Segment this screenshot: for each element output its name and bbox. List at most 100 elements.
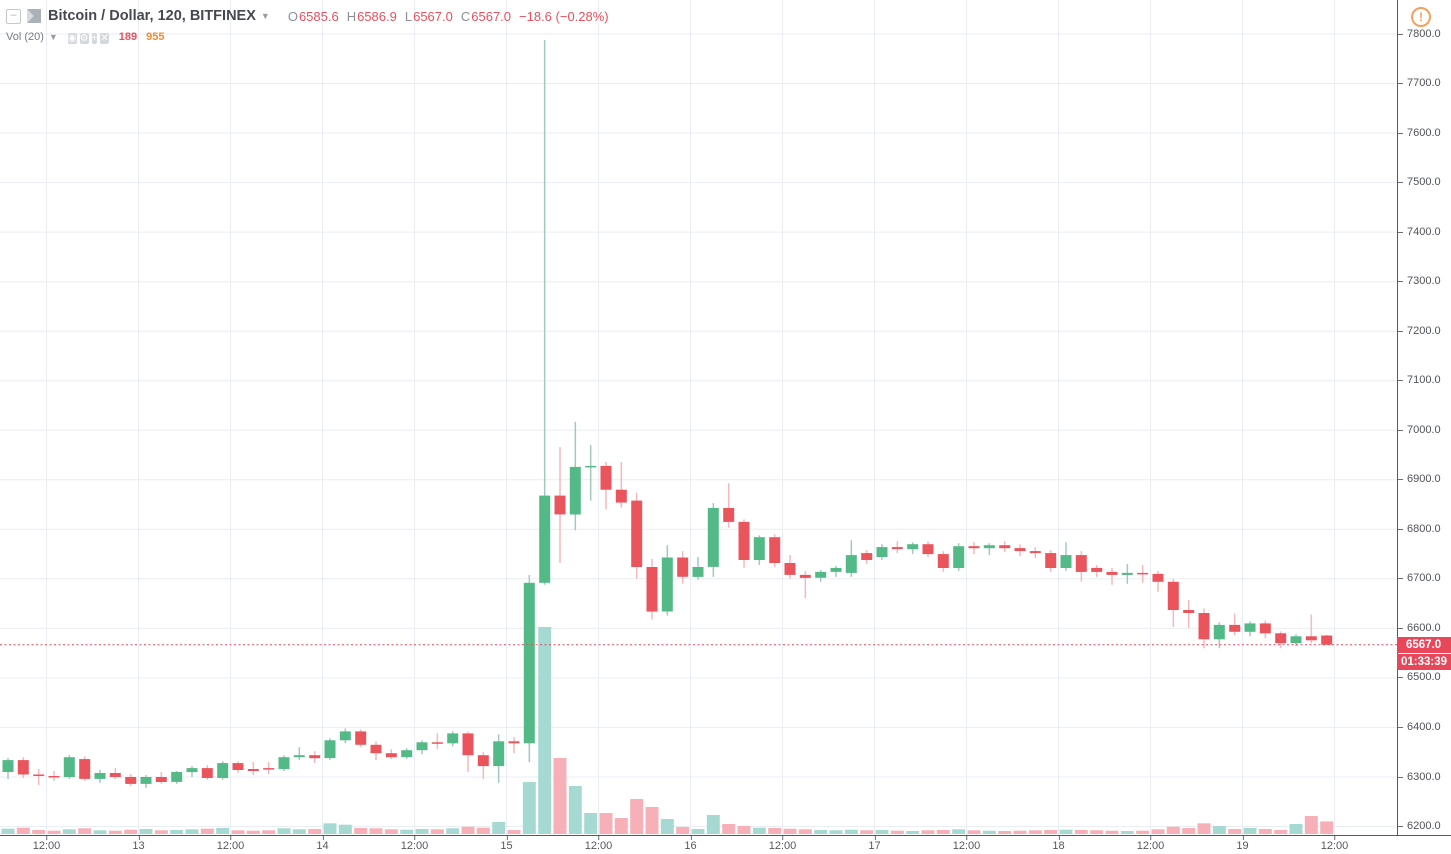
low-key: L	[404, 8, 413, 24]
volume-bar	[308, 829, 322, 834]
candle-body	[907, 544, 919, 550]
volume-bar	[354, 828, 368, 834]
time-tick-label: 12:00	[952, 840, 981, 852]
volume-bar	[737, 826, 751, 834]
candle-body	[1091, 567, 1103, 572]
price-tick: 6400.0	[1398, 721, 1451, 734]
warning-icon[interactable]: !	[1411, 7, 1431, 27]
volume-bar	[415, 829, 429, 834]
candle-body	[477, 755, 489, 767]
collapse-legend-button[interactable]: –	[6, 8, 21, 24]
candle-body	[554, 495, 566, 515]
candle-body	[171, 772, 183, 782]
candle-body	[830, 567, 842, 572]
volume-bar	[369, 828, 383, 834]
candle-body	[1229, 624, 1241, 632]
symbol-caret-icon[interactable]: ▼	[260, 11, 270, 21]
close-icon[interactable]: ✕	[100, 32, 109, 44]
volume-bar	[768, 828, 782, 834]
time-tick-dash	[874, 836, 876, 840]
volume-bar	[722, 824, 736, 834]
time-axis[interactable]: 12:00 13 12:00 14 12:00 15 12:00 16 12:00 17 12:00…	[0, 835, 1451, 854]
last-price-label: 6567.0	[1397, 637, 1451, 653]
volume-bar	[630, 799, 644, 834]
candle-body	[94, 773, 106, 779]
time-tick: 16	[684, 836, 697, 852]
candle-body	[799, 574, 811, 578]
price-tick: 7800.0	[1398, 28, 1451, 41]
volume-bar	[277, 828, 291, 834]
price-axis[interactable]: 7800.0 7700.0 7600.0 7500.0 7400.0 7300.0 7200…	[1397, 0, 1451, 835]
eye-icon[interactable]: ◉	[67, 32, 77, 44]
time-tick-label: 12:00	[1136, 840, 1165, 852]
time-tick-dash	[138, 836, 140, 840]
volume-bar	[1074, 830, 1088, 834]
volume-bar	[154, 830, 168, 834]
change-value: −18.6 (−0.28%)	[519, 8, 609, 24]
gear-icon[interactable]: ⚙	[79, 32, 89, 44]
volume-bar	[338, 824, 352, 834]
price-tick-label: 7700.0	[1407, 77, 1441, 89]
price-tick-dash	[1398, 83, 1403, 84]
candle-body	[677, 557, 689, 577]
time-tick-dash	[230, 836, 232, 840]
volume-bar	[584, 813, 598, 834]
symbol-title[interactable]: Bitcoin / Dollar, 120, BITFINEX	[48, 8, 256, 24]
candle-body	[922, 544, 934, 555]
candle-body	[753, 537, 765, 560]
candle-body	[953, 546, 965, 568]
candle-body	[585, 465, 597, 468]
volume-bar	[93, 830, 107, 834]
price-tick: 6800.0	[1398, 523, 1451, 536]
candle-body	[339, 731, 351, 741]
volume-bar	[1197, 823, 1211, 834]
price-tick: 7000.0	[1398, 424, 1451, 437]
candle-body	[1321, 635, 1333, 645]
time-tick-dash	[966, 836, 968, 840]
volume-bar	[875, 830, 889, 834]
price-tick-label: 7000.0	[1407, 423, 1441, 436]
volume-bar	[47, 830, 61, 834]
volume-bar	[890, 830, 904, 834]
volume-bar	[783, 828, 797, 834]
volume-bar	[614, 818, 628, 834]
price-tick: 7300.0	[1398, 275, 1451, 288]
volume-bar	[292, 829, 306, 834]
plus-icon[interactable]: +	[91, 32, 98, 44]
candle-body	[1121, 572, 1133, 575]
candle-body	[2, 760, 14, 772]
price-tick-label: 6600.0	[1407, 621, 1441, 634]
volume-bar	[1166, 826, 1180, 834]
time-tick-dash	[782, 836, 784, 840]
candle-body	[416, 742, 428, 751]
volume-bar	[706, 815, 720, 834]
price-tick-label: 6500.0	[1407, 671, 1441, 684]
candle-body	[631, 500, 643, 567]
candle-body	[309, 755, 321, 759]
candle-body	[355, 731, 367, 745]
candle-body	[140, 777, 152, 784]
candle-body	[385, 753, 397, 758]
price-tick-label: 6800.0	[1407, 522, 1441, 535]
time-tick-label: 12:00	[400, 840, 429, 852]
candle-body	[33, 774, 45, 776]
candle-body	[1014, 548, 1026, 552]
volume-indicator-label[interactable]: Vol (20)	[6, 30, 44, 43]
indicator-caret-icon[interactable]: ▼	[48, 31, 58, 42]
price-tick-dash	[1398, 826, 1403, 827]
volume-bar	[1320, 821, 1334, 834]
volume-bar	[1228, 829, 1242, 834]
volume-bar	[461, 826, 475, 834]
candle-body	[723, 508, 735, 522]
price-tick-dash	[1398, 627, 1403, 629]
price-tick-label: 7400.0	[1407, 225, 1441, 238]
candle-body	[508, 741, 520, 744]
volume-bar	[1013, 830, 1027, 834]
candle-body	[1152, 573, 1164, 582]
candle-body	[523, 582, 535, 744]
time-tick: 12:00	[400, 836, 429, 852]
volume-ma-value: 955	[146, 30, 165, 43]
candle-body	[1060, 555, 1072, 568]
volume-bar	[1136, 830, 1150, 834]
